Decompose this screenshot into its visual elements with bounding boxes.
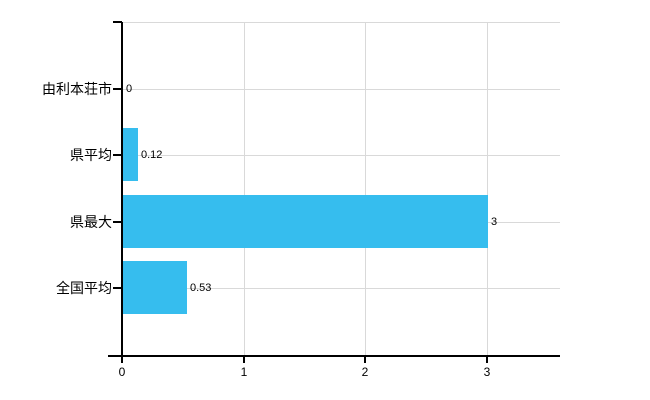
bar (123, 195, 488, 248)
bar-value-label: 0.12 (141, 149, 163, 161)
bar-value-label: 0.53 (190, 282, 212, 294)
v-gridline (365, 22, 366, 355)
x-tick-label: 2 (361, 365, 369, 379)
plot-top-gridline (122, 22, 560, 23)
h-gridline (122, 288, 560, 289)
y-axis-top-tick (113, 21, 122, 23)
v-gridline (244, 22, 245, 355)
category-label: 全国平均 (56, 280, 112, 296)
x-tick-label: 1 (240, 365, 248, 379)
category-label: 県平均 (70, 147, 112, 163)
x-tick-label: 0 (118, 365, 126, 379)
bar-value-label: 0 (126, 83, 133, 95)
y-axis (121, 22, 123, 357)
bar-value-label: 3 (491, 216, 498, 228)
x-tick-label: 3 (483, 365, 491, 379)
x-axis-tick (121, 357, 123, 363)
v-gridline (487, 22, 488, 355)
y-axis-tick (113, 287, 122, 289)
y-axis-tick (113, 221, 122, 223)
h-gridline (122, 155, 560, 156)
y-axis-tick (113, 154, 122, 156)
h-gridline (122, 89, 560, 90)
bar (123, 261, 187, 314)
x-axis-tick (243, 357, 245, 363)
category-label: 由利本荘市 (42, 81, 112, 97)
x-axis-tick (486, 357, 488, 363)
bar (123, 128, 138, 181)
x-axis (108, 355, 560, 357)
y-axis-tick (113, 88, 122, 90)
x-axis-tick (364, 357, 366, 363)
category-label: 県最大 (70, 214, 112, 230)
